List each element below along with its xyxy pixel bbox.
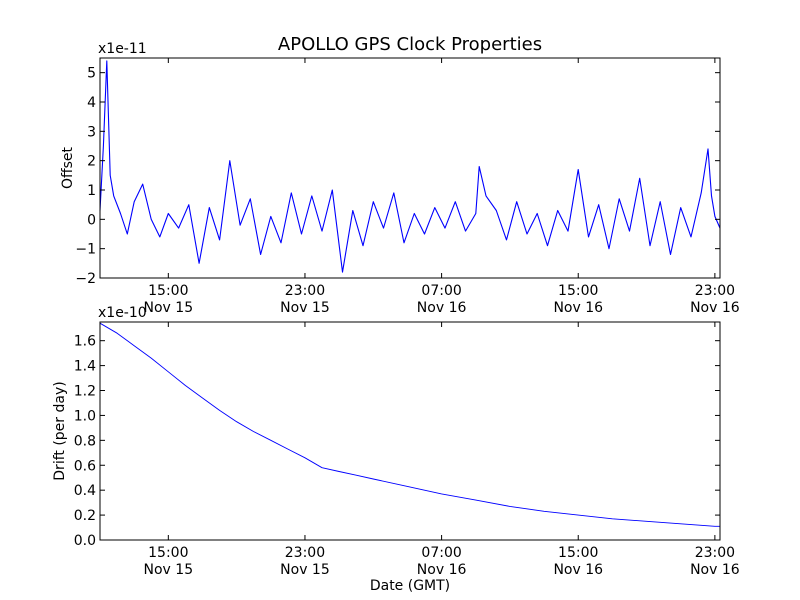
drift-ytick-label: 1.2 — [74, 384, 96, 400]
drift-ytick-label: 1.0 — [74, 408, 96, 424]
offset-xtick-date-label: Nov 16 — [690, 300, 740, 316]
offset-ytick-label: 5 — [87, 66, 96, 82]
drift-ytick-label: 1.6 — [74, 334, 96, 350]
offset-xtick-time-label: 23:00 — [695, 283, 735, 299]
drift-scale-label: x1e-10 — [98, 305, 147, 321]
offset-ytick-label: 1 — [87, 183, 96, 199]
offset-ytick-label: 4 — [87, 95, 96, 111]
drift-xtick-date-label: Nov 15 — [280, 562, 330, 578]
offset-xtick-time-label: 15:00 — [558, 283, 598, 299]
figure-title: APOLLO GPS Clock Properties — [278, 34, 542, 55]
offset-xtick-time-label: 23:00 — [285, 283, 325, 299]
drift-xtick-time-label: 15:00 — [558, 545, 598, 561]
drift-axes-frame — [99, 321, 721, 541]
drift-xtick-time-label: 23:00 — [285, 545, 325, 561]
offset-ytick-label: 3 — [87, 124, 96, 140]
drift-xtick-date-label: Nov 16 — [553, 562, 603, 578]
x-axis-label: Date (GMT) — [370, 578, 450, 594]
drift-xtick-date-label: Nov 16 — [690, 562, 740, 578]
drift-ylabel: Drift (per day) — [52, 381, 68, 480]
offset-ytick-label: 0 — [87, 212, 96, 228]
offset-xtick-date-label: Nov 16 — [417, 300, 467, 316]
offset-ylabel: Offset — [60, 146, 76, 189]
offset-scale-label: x1e-11 — [98, 41, 147, 57]
offset-xtick-time-label: 15:00 — [148, 283, 188, 299]
offset-series-line-0 — [99, 60, 721, 273]
drift-ytick-label: 0.8 — [74, 433, 96, 449]
drift-xtick-date-label: Nov 16 — [417, 562, 467, 578]
drift-series-line-0 — [99, 322, 720, 527]
drift-ytick-label: 0.6 — [74, 458, 96, 474]
offset-xtick-time-label: 07:00 — [421, 283, 461, 299]
offset-xtick-date-label: Nov 15 — [144, 300, 194, 316]
drift-ytick-label: 0.0 — [74, 533, 96, 549]
drift-ytick-label: 0.2 — [74, 508, 96, 524]
drift-xtick-time-label: 23:00 — [695, 545, 735, 561]
drift-xtick-time-label: 07:00 — [421, 545, 461, 561]
drift-xtick-date-label: Nov 15 — [144, 562, 194, 578]
offset-xtick-date-label: Nov 16 — [553, 300, 603, 316]
offset-ytick-label: 2 — [87, 154, 96, 170]
offset-axes-frame — [99, 57, 721, 279]
drift-ytick-label: 0.4 — [74, 483, 96, 499]
drift-xtick-time-label: 15:00 — [148, 545, 188, 561]
offset-xtick-date-label: Nov 15 — [280, 300, 330, 316]
drift-ytick-label: 1.4 — [74, 359, 96, 375]
offset-ytick-label: −2 — [75, 271, 96, 287]
offset-ytick-label: −1 — [75, 242, 96, 258]
